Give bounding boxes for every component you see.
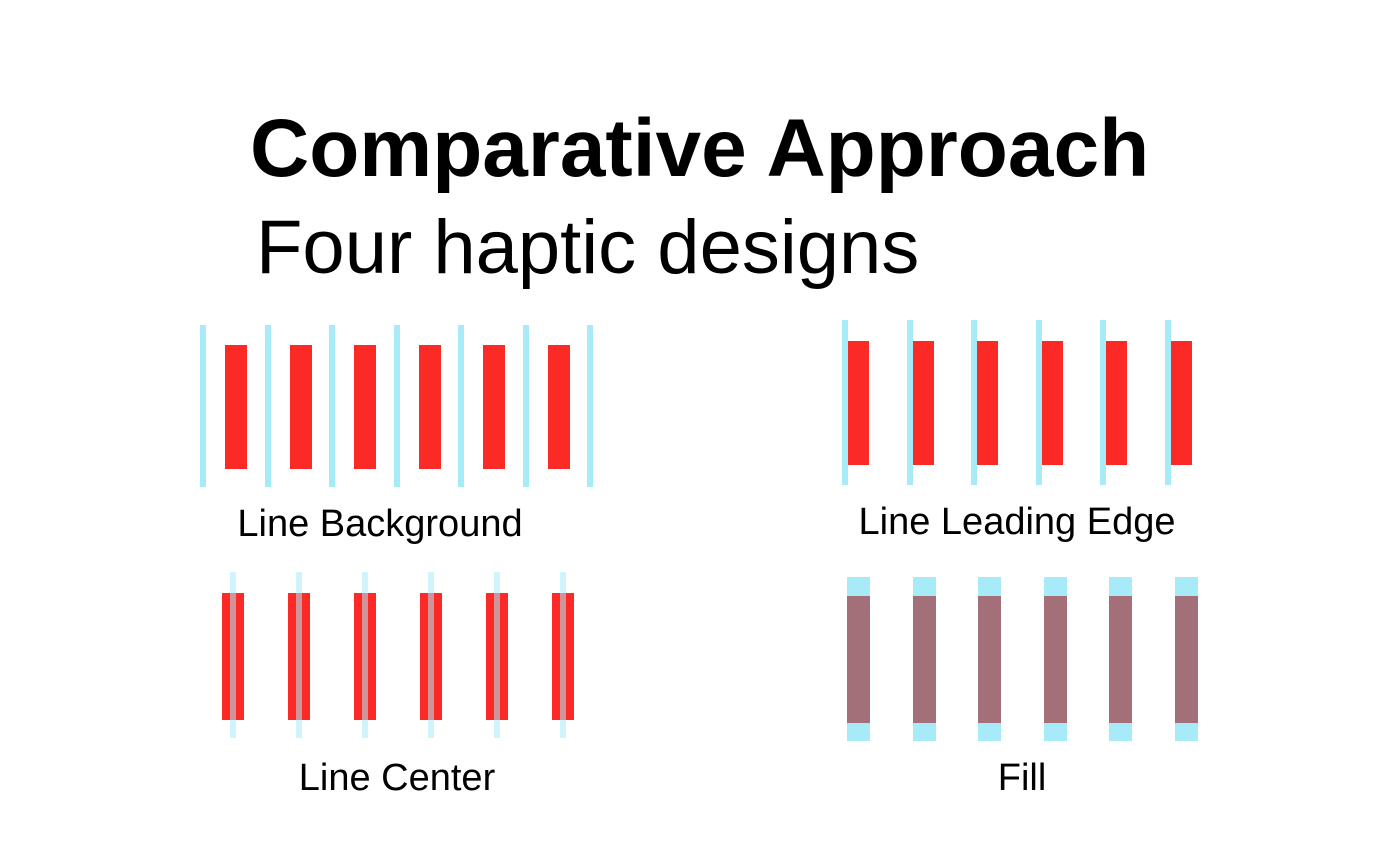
center-line — [428, 572, 434, 738]
leading-edge-line — [1100, 320, 1106, 485]
fill-bar — [978, 596, 1001, 723]
fill-cap-top — [978, 577, 1001, 597]
fill-bar — [1043, 596, 1067, 723]
background-line — [458, 325, 464, 487]
fill-cap-bottom — [1109, 723, 1132, 741]
stimulus-bar — [289, 345, 312, 469]
background-line — [393, 325, 400, 487]
stimulus-bar — [418, 345, 441, 469]
fill-bar — [847, 596, 870, 723]
stimulus-bar — [547, 345, 570, 469]
stimulus-bar — [1169, 341, 1192, 465]
fill-cap-top — [1174, 577, 1198, 597]
line-background-label: Line Background — [237, 503, 523, 545]
fill-cap-top — [912, 577, 936, 597]
stimulus-bar — [354, 345, 376, 469]
leading-edge-line — [906, 320, 913, 485]
background-line — [587, 325, 593, 487]
background-line — [264, 325, 271, 487]
center-line — [362, 572, 368, 738]
fill-diagram — [845, 575, 1205, 745]
fill-cap-top — [1043, 577, 1067, 597]
fill-bar — [912, 596, 936, 723]
stimulus-bar — [911, 341, 934, 465]
leading-edge-line — [1164, 320, 1171, 485]
fill-cap-bottom — [978, 723, 1001, 741]
stimulus-bar — [847, 341, 869, 465]
fill-bar — [1174, 596, 1198, 723]
slide-title: Comparative Approach — [250, 103, 1150, 194]
fill-cap-top — [847, 577, 870, 597]
fill-cap-bottom — [1174, 723, 1198, 741]
stimulus-bar — [225, 345, 247, 469]
fill-cap-bottom — [912, 723, 936, 741]
stimulus-bar — [483, 345, 505, 469]
background-line — [329, 325, 335, 487]
background-line — [522, 325, 529, 487]
leading-edge-line — [1035, 320, 1042, 485]
line-leading-edge-label: Line Leading Edge — [858, 501, 1176, 543]
center-line — [230, 572, 236, 738]
leading-edge-line — [971, 320, 977, 485]
fill-cap-bottom — [847, 723, 870, 741]
background-line — [200, 325, 206, 487]
fill-cap-bottom — [1043, 723, 1067, 741]
line-background-diagram — [200, 325, 595, 490]
stimulus-bar — [1040, 341, 1063, 465]
center-line — [296, 572, 302, 738]
center-line — [494, 572, 500, 738]
line-center-label: Line Center — [298, 757, 496, 799]
center-line — [560, 572, 566, 738]
fill-bar — [1109, 596, 1132, 723]
line-leading-edge-diagram — [840, 320, 1200, 488]
line-center-diagram — [220, 572, 580, 742]
slide-subtitle: Four haptic designs — [256, 205, 920, 290]
fill-cap-top — [1109, 577, 1132, 597]
stimulus-bar — [1105, 341, 1127, 465]
fill-label: Fill — [997, 757, 1047, 799]
leading-edge-line — [842, 320, 848, 485]
stimulus-bar — [976, 341, 998, 465]
